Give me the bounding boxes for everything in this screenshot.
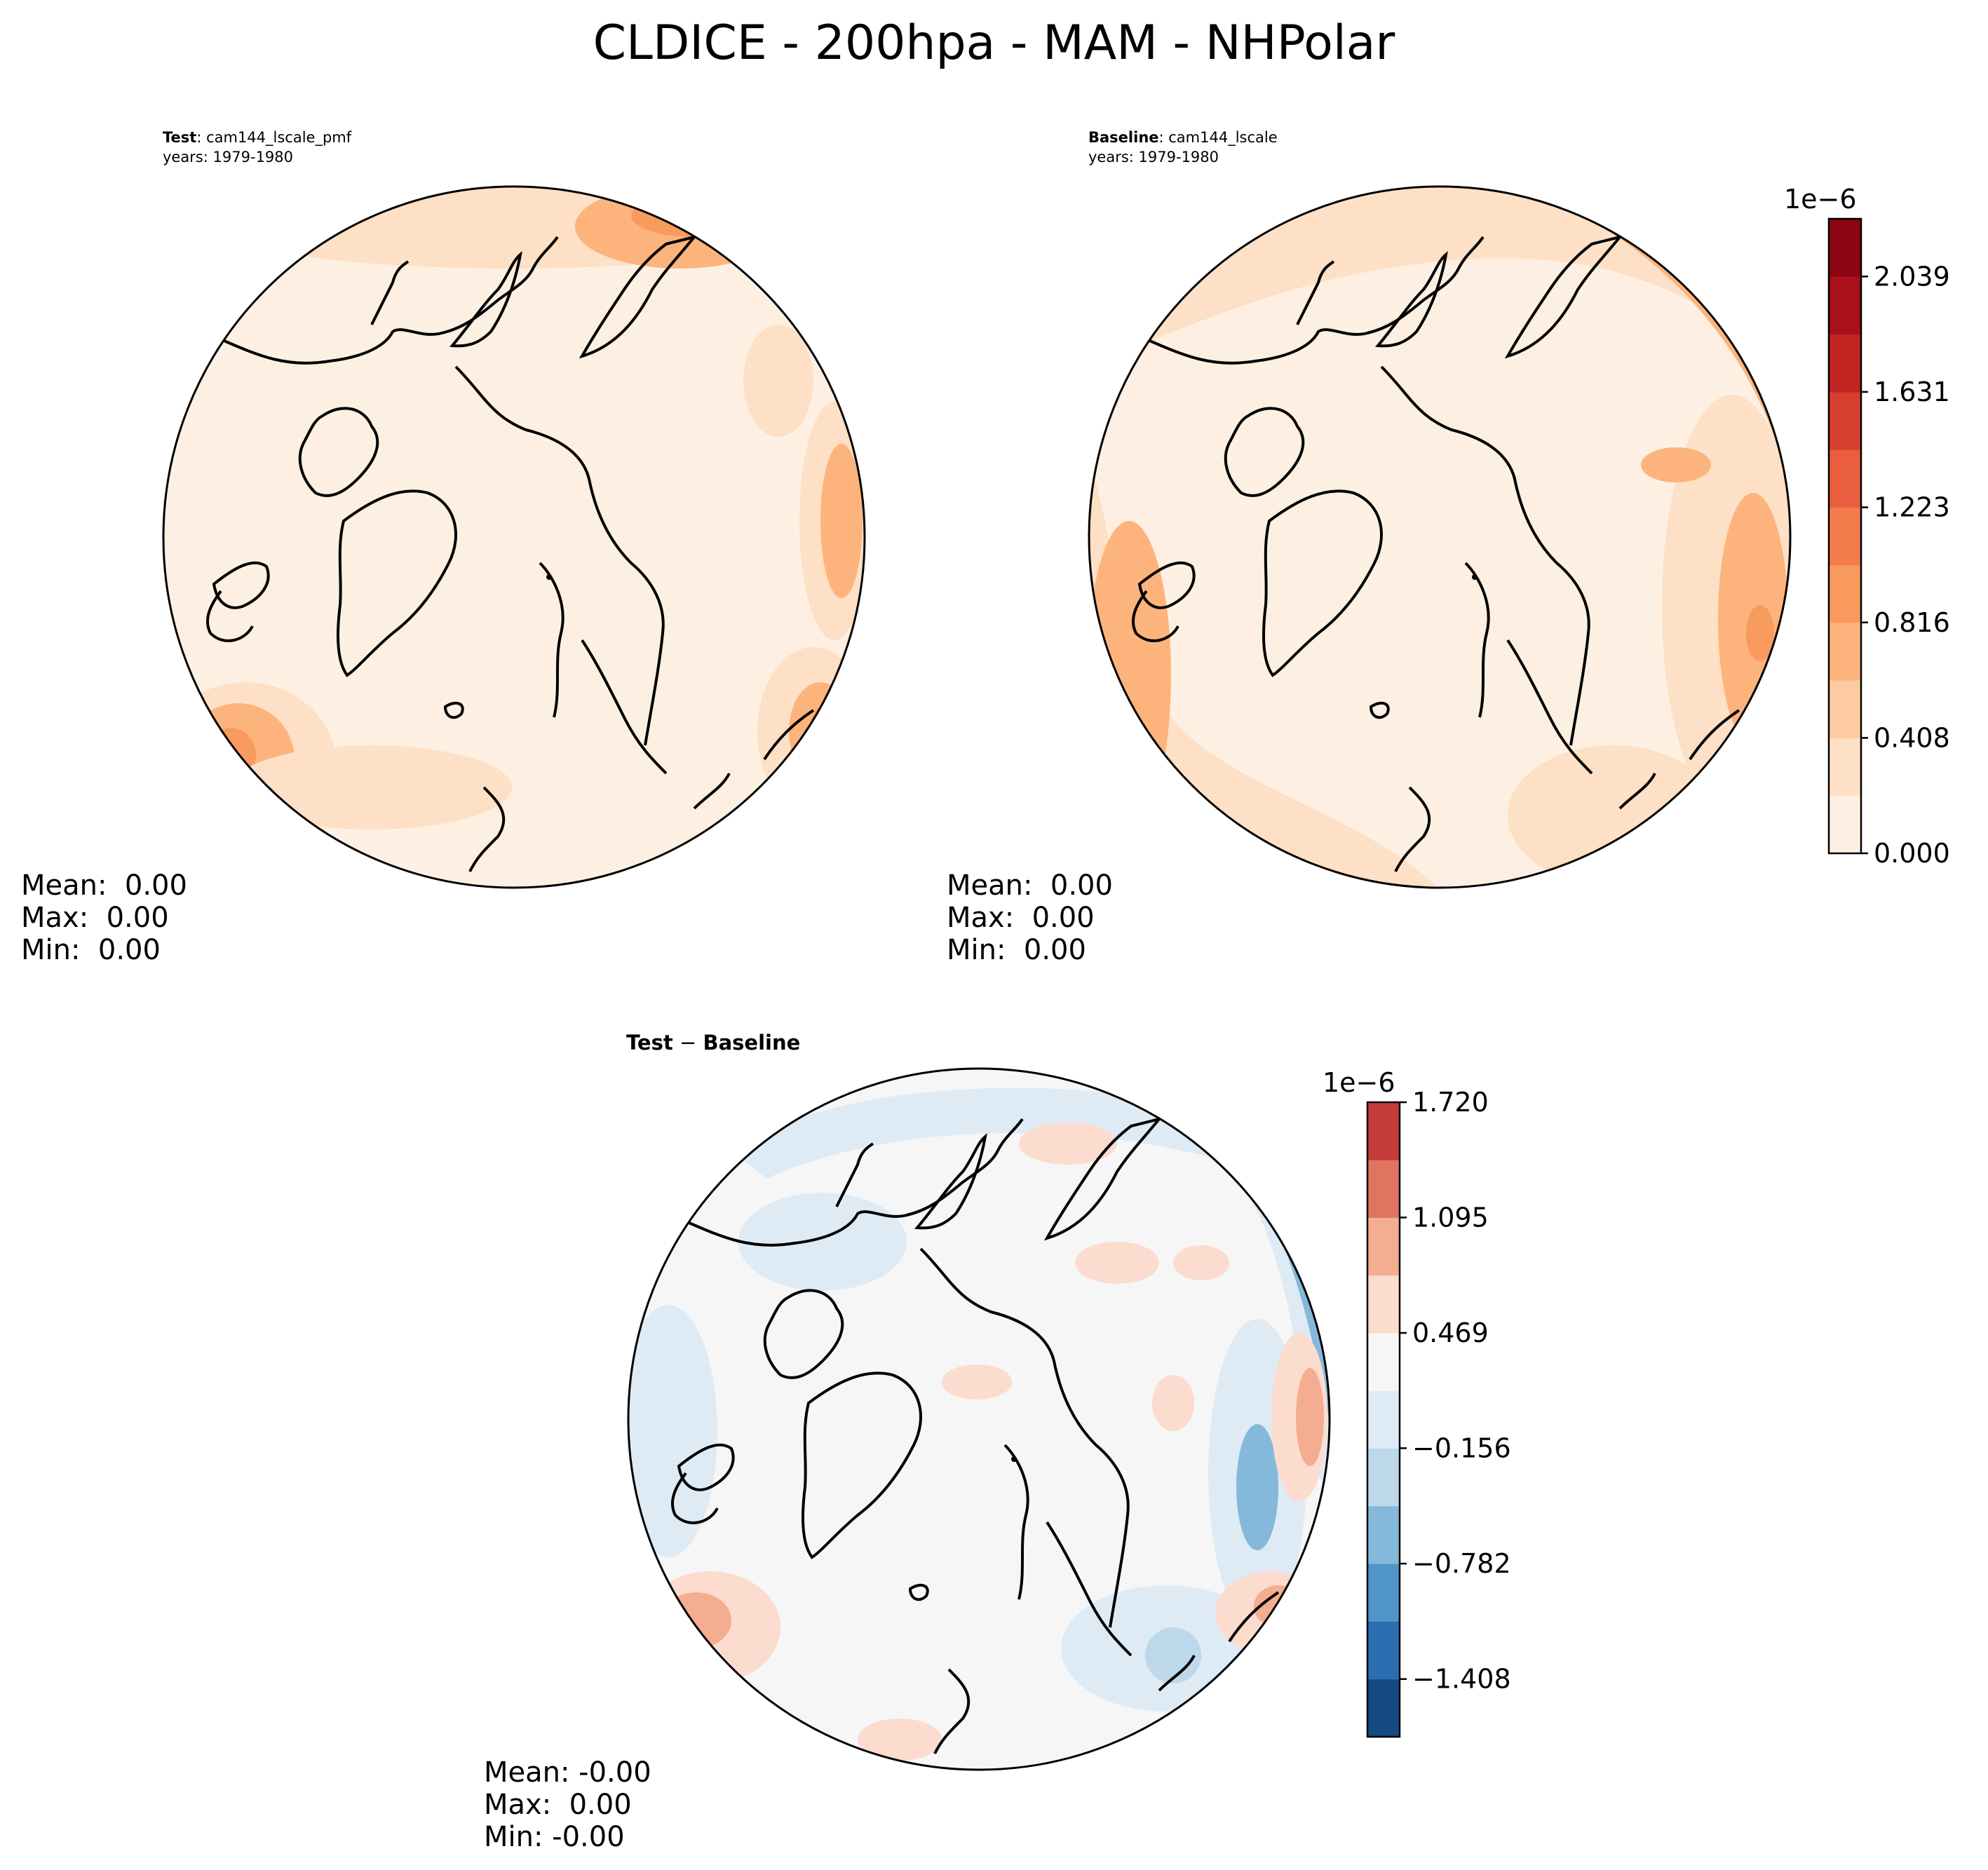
diff-max: Max: 0.00 [484, 1789, 632, 1821]
bottom-colorbar: −1.408 −0.782 −0.156 0.469 1.095 1.720 [1366, 1087, 1511, 1738]
top-colorbar-frame [1827, 217, 1862, 855]
top-colorbar: 0.000 0.408 0.816 1.223 1.631 2.039 [1827, 217, 1950, 869]
bottom-colorbar-exponent: 1e−6 [1323, 1067, 1395, 1098]
top-colorbar-tick-label: 1.223 [1874, 492, 1950, 523]
bottom-colorbar-segment [1367, 1275, 1400, 1334]
bottom-colorbar-tick-label: 1.095 [1412, 1202, 1489, 1233]
diff-map [627, 1067, 1331, 1771]
bottom-colorbar-tick-label: −0.782 [1412, 1548, 1511, 1579]
figure-title: CLDICE - 200hpa - MAM - NHPolar [593, 15, 1395, 71]
bottom-colorbar-segment [1367, 1333, 1400, 1391]
test-min: Min: 0.00 [21, 934, 161, 966]
bottom-colorbar-segment [1367, 1621, 1400, 1680]
top-colorbar-segment [1829, 738, 1861, 797]
test-max: Max: 0.00 [21, 902, 169, 934]
top-colorbar-tick-label: 0.408 [1874, 722, 1950, 753]
top-colorbar-tick-label: 2.039 [1874, 261, 1950, 292]
baseline-max: Max: 0.00 [947, 902, 1095, 934]
bottom-colorbar-segment [1367, 1217, 1400, 1276]
diff-mean: Mean: -0.00 [484, 1756, 651, 1789]
bottom-colorbar-tick-label: −1.408 [1412, 1664, 1511, 1695]
top-colorbar-segment [1829, 795, 1861, 854]
bottom-colorbar-segment [1367, 1390, 1400, 1449]
top-colorbar-segment [1829, 391, 1861, 450]
baseline-map [1088, 185, 1792, 889]
diff-panel-label: Test − Baseline [626, 1031, 800, 1055]
test-years: years: 1979-1980 [163, 149, 294, 165]
top-colorbar-segment [1829, 622, 1861, 681]
test-mean: Mean: 0.00 [21, 869, 187, 902]
top-colorbar-segment [1829, 507, 1861, 566]
bottom-colorbar-segment [1367, 1564, 1400, 1622]
baseline-years: years: 1979-1980 [1088, 149, 1219, 165]
diff-label-baseline: Baseline [703, 1031, 801, 1055]
top-colorbar-segment [1829, 276, 1861, 335]
baseline-label-bold: Baseline [1088, 129, 1159, 146]
bottom-colorbar-segment [1367, 1448, 1400, 1507]
top-colorbar-tick-label: 0.000 [1874, 838, 1950, 869]
bottom-colorbar-segment [1367, 1160, 1400, 1218]
top-colorbar-segment [1829, 334, 1861, 393]
bottom-colorbar-segment [1367, 1679, 1400, 1737]
test-label-case: : cam144_lscale_pmf [196, 129, 352, 146]
bottom-colorbar-segment [1367, 1505, 1400, 1564]
test-panel-label: Test: cam144_lscale_pmf [163, 128, 351, 147]
top-colorbar-exponent: 1e−6 [1784, 184, 1857, 215]
baseline-min: Min: 0.00 [947, 934, 1086, 966]
top-colorbar-tick-label: 0.816 [1874, 607, 1950, 638]
top-colorbar-segment [1829, 449, 1861, 508]
bottom-colorbar-tick-label: 1.720 [1412, 1087, 1489, 1118]
diff-label-test: Test [626, 1031, 673, 1055]
diff-min: Min: -0.00 [484, 1821, 625, 1853]
bottom-colorbar-tick-label: 0.469 [1412, 1317, 1489, 1348]
top-colorbar-segment [1829, 680, 1861, 738]
test-label-bold: Test [163, 129, 197, 146]
bottom-colorbar-segment [1367, 1102, 1400, 1160]
top-colorbar-segment [1829, 219, 1861, 277]
bottom-colorbar-frame [1366, 1101, 1401, 1738]
test-map [162, 185, 866, 889]
baseline-mean: Mean: 0.00 [947, 869, 1113, 902]
bottom-colorbar-tick-label: −0.156 [1412, 1432, 1511, 1463]
baseline-panel-label: Baseline: cam144_lscale [1088, 128, 1278, 147]
diff-label-minus: − [672, 1031, 703, 1055]
top-colorbar-segment [1829, 564, 1861, 623]
top-colorbar-tick-label: 1.631 [1874, 377, 1950, 407]
baseline-label-case: : cam144_lscale [1158, 129, 1278, 146]
